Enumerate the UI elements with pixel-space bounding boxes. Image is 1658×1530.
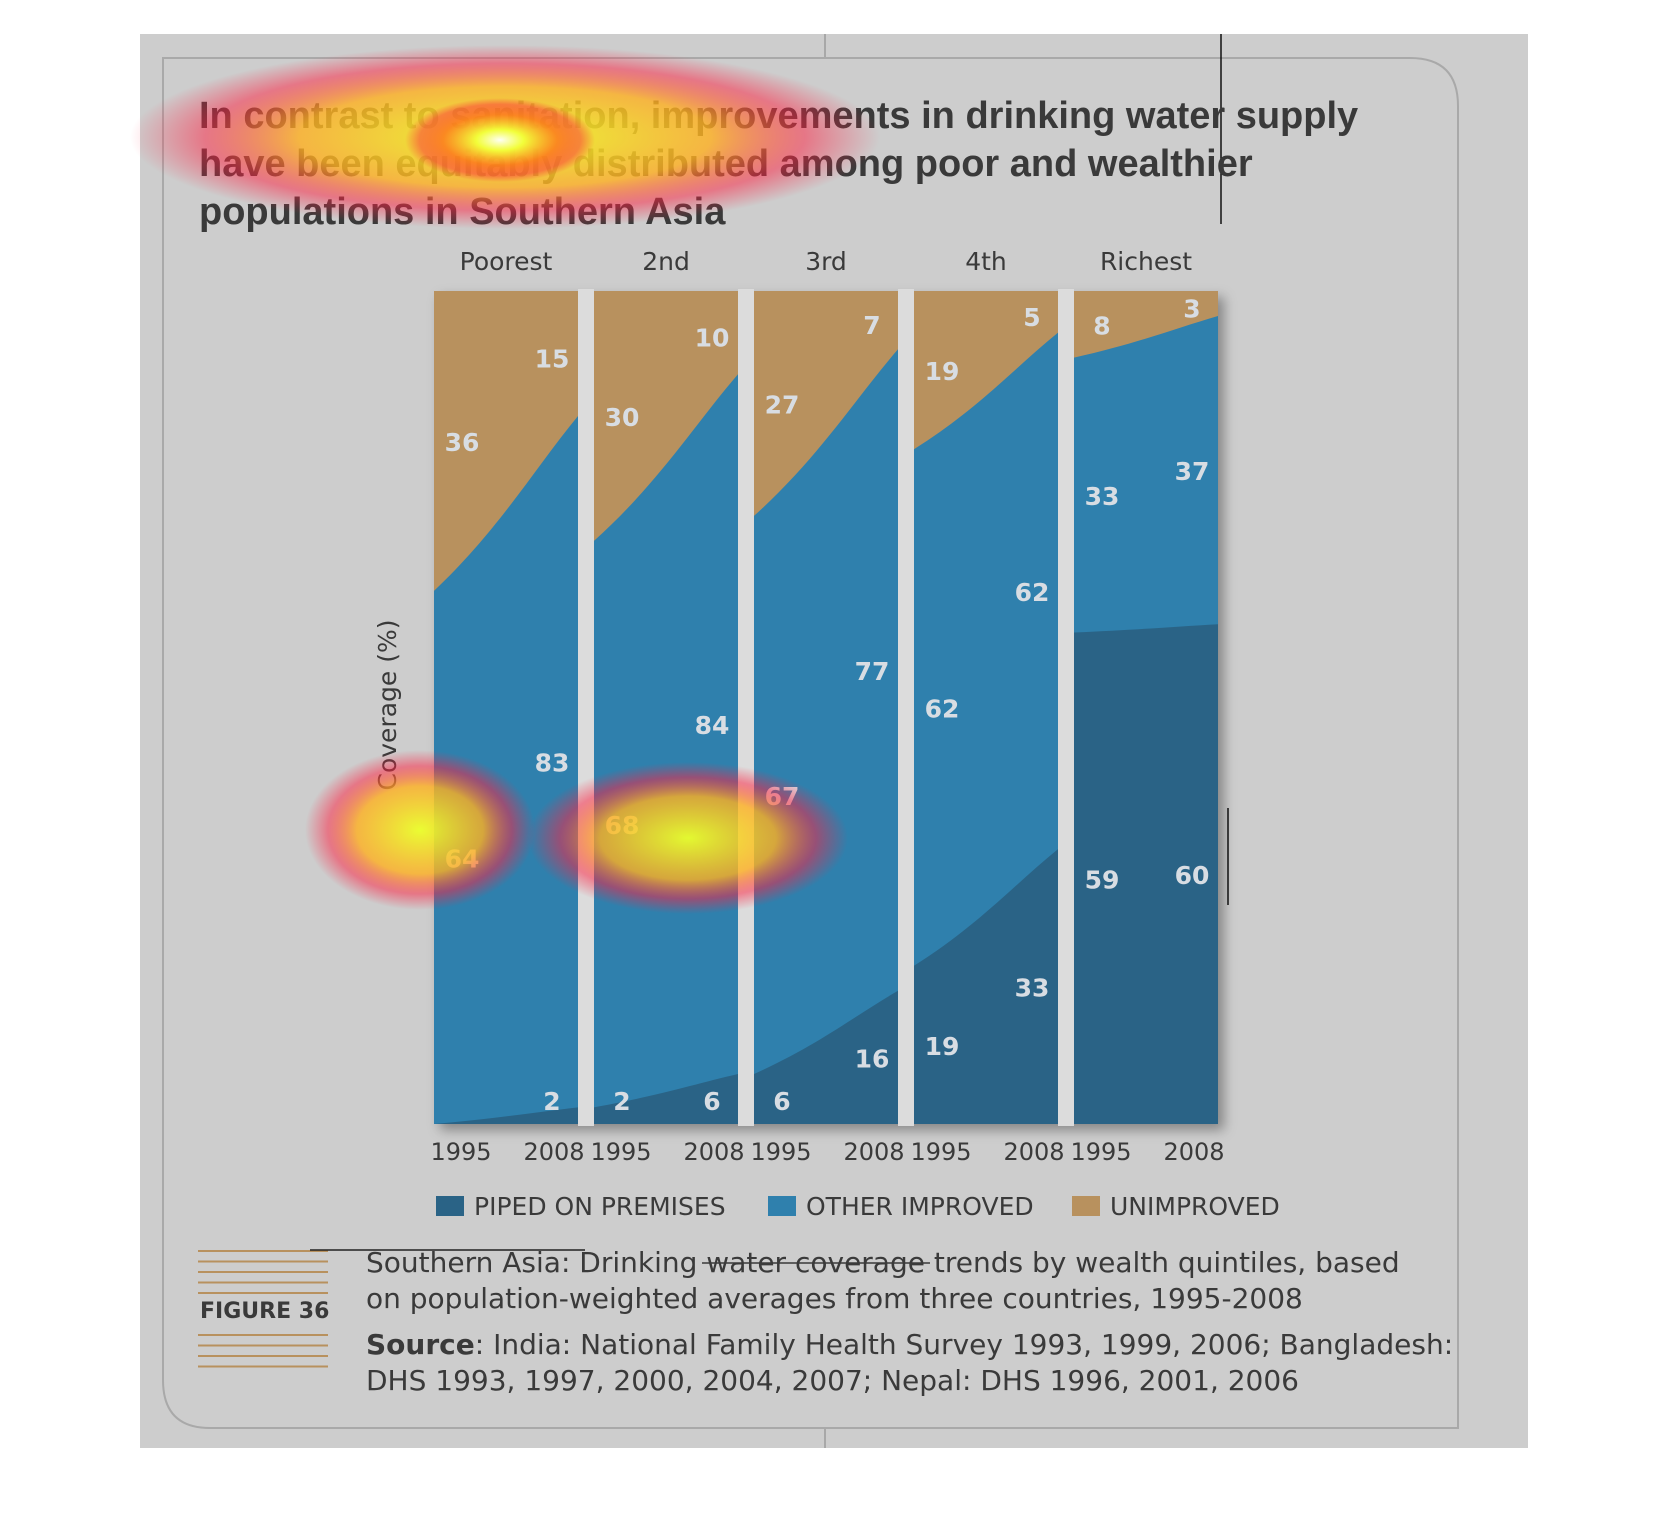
year-label-end: 2008 xyxy=(843,1138,904,1166)
label-unimproved-1995: 30 xyxy=(605,403,640,432)
label-other-2008: 83 xyxy=(535,749,570,778)
label-piped-1995: 59 xyxy=(1085,865,1120,894)
area-other-improved xyxy=(594,374,738,1124)
label-unimproved-2008: 5 xyxy=(1023,303,1040,332)
area-piped-on-premises xyxy=(754,990,898,1124)
legend-swatch xyxy=(768,1196,796,1216)
quintile-label: Poorest xyxy=(460,247,553,276)
source-line-2: DHS 1993, 1997, 2000, 2004, 2007; Nepal:… xyxy=(366,1364,1299,1397)
panel-3rd: 6166777277 xyxy=(754,291,898,1124)
year-label-start: 1995 xyxy=(590,1138,651,1166)
heatmap-blob-left xyxy=(305,750,535,910)
caption-line-2: on population-weighted averages from thr… xyxy=(366,1282,1303,1315)
area-piped-on-premises xyxy=(914,849,1058,1124)
heatmap-overlay xyxy=(130,45,880,914)
label-piped-2008: 6 xyxy=(703,1087,720,1116)
label-unimproved-2008: 3 xyxy=(1183,294,1200,323)
panel-poorest: 264833615 xyxy=(434,291,578,1124)
area-piped-on-premises xyxy=(594,1074,738,1124)
source-label: Source xyxy=(366,1328,475,1361)
label-unimproved-2008: 7 xyxy=(863,311,880,340)
svg-text:Source: India: National Family: Source: India: National Family Health Su… xyxy=(366,1328,1453,1361)
year-label-start: 1995 xyxy=(910,1138,971,1166)
label-other-2008: 84 xyxy=(695,711,730,740)
legend-label: UNIMPROVED xyxy=(1110,1192,1280,1221)
label-unimproved-1995: 27 xyxy=(765,390,800,419)
label-piped-2008: 2 xyxy=(543,1087,560,1116)
legend-swatch xyxy=(436,1196,464,1216)
year-label-end: 2008 xyxy=(523,1138,584,1166)
heatmap-blob-title-core xyxy=(405,98,595,182)
year-label-start: 1995 xyxy=(750,1138,811,1166)
legend-swatch xyxy=(1072,1196,1100,1216)
label-other-2008: 62 xyxy=(1015,578,1050,607)
label-piped-1995: 2 xyxy=(613,1087,630,1116)
quintile-label: 3rd xyxy=(805,247,847,276)
rounded-frame xyxy=(162,57,1459,1429)
panel-separator xyxy=(738,289,754,1126)
quintile-label: Richest xyxy=(1100,247,1192,276)
svg-text:on population-weighted average: on population-weighted averages from thr… xyxy=(366,1282,1303,1315)
svg-text:DHS 1993, 1997, 2000, 2004, 20: DHS 1993, 1997, 2000, 2004, 2007; Nepal:… xyxy=(366,1364,1299,1397)
year-label-start: 1995 xyxy=(1070,1138,1131,1166)
figure-label-stripes xyxy=(198,1250,328,1368)
label-unimproved-1995: 36 xyxy=(445,428,480,457)
heatmap-blob-center xyxy=(528,762,848,914)
label-piped-2008: 33 xyxy=(1015,974,1050,1003)
legend-label: PIPED ON PREMISES xyxy=(474,1192,726,1221)
panel-richest: 59 60 33 37 8 3 xyxy=(1074,291,1218,1124)
area-piped-on-premises xyxy=(1074,624,1218,1124)
label-unimproved-2008: 15 xyxy=(535,344,570,373)
label-piped-1995: 6 xyxy=(773,1087,790,1116)
label-unimproved-1995: 19 xyxy=(925,357,960,386)
legend: PIPED ON PREMISES OTHER IMPROVED UNIMPROVE… xyxy=(436,1192,1280,1221)
year-label-start: 1995 xyxy=(430,1138,491,1166)
legend-label: OTHER IMPROVED xyxy=(806,1192,1034,1221)
label-other-1995: 62 xyxy=(925,695,960,724)
quintile-label: 4th xyxy=(965,247,1007,276)
label-unimproved-2008: 10 xyxy=(695,324,730,353)
figure-caption-block: FIGURE 36 Southern Asia: Drinking water … xyxy=(198,1246,1453,1397)
panel-separator xyxy=(1058,289,1074,1126)
year-label-end: 2008 xyxy=(1003,1138,1064,1166)
area-other-improved xyxy=(754,349,898,1124)
quintile-label: 2nd xyxy=(642,247,690,276)
label-other-2008: 77 xyxy=(855,657,890,686)
label-other-2008: 37 xyxy=(1175,457,1210,486)
figure-label: FIGURE 36 xyxy=(200,1299,329,1324)
panel-4th: 19 33 62 62 19 5 xyxy=(914,291,1058,1124)
area-other-improved xyxy=(434,415,578,1124)
label-other-1995: 33 xyxy=(1085,482,1120,511)
label-piped-2008: 16 xyxy=(855,1044,890,1073)
label-piped-1995: 19 xyxy=(925,1032,960,1061)
panel-separator xyxy=(578,289,594,1126)
label-piped-2008: 60 xyxy=(1175,861,1210,890)
year-label-end: 2008 xyxy=(683,1138,744,1166)
year-label-end: 2008 xyxy=(1163,1138,1224,1166)
panel-separator xyxy=(898,289,914,1126)
label-unimproved-1995: 8 xyxy=(1093,311,1110,340)
panel-2nd: 2668843010 xyxy=(594,291,738,1124)
source-line-1: : India: National Family Health Survey 1… xyxy=(475,1328,1453,1361)
area-piped-on-premises xyxy=(434,1107,578,1124)
stacked-area-chart: 264833615Poorest1995200826688430102nd199… xyxy=(430,247,1224,1166)
